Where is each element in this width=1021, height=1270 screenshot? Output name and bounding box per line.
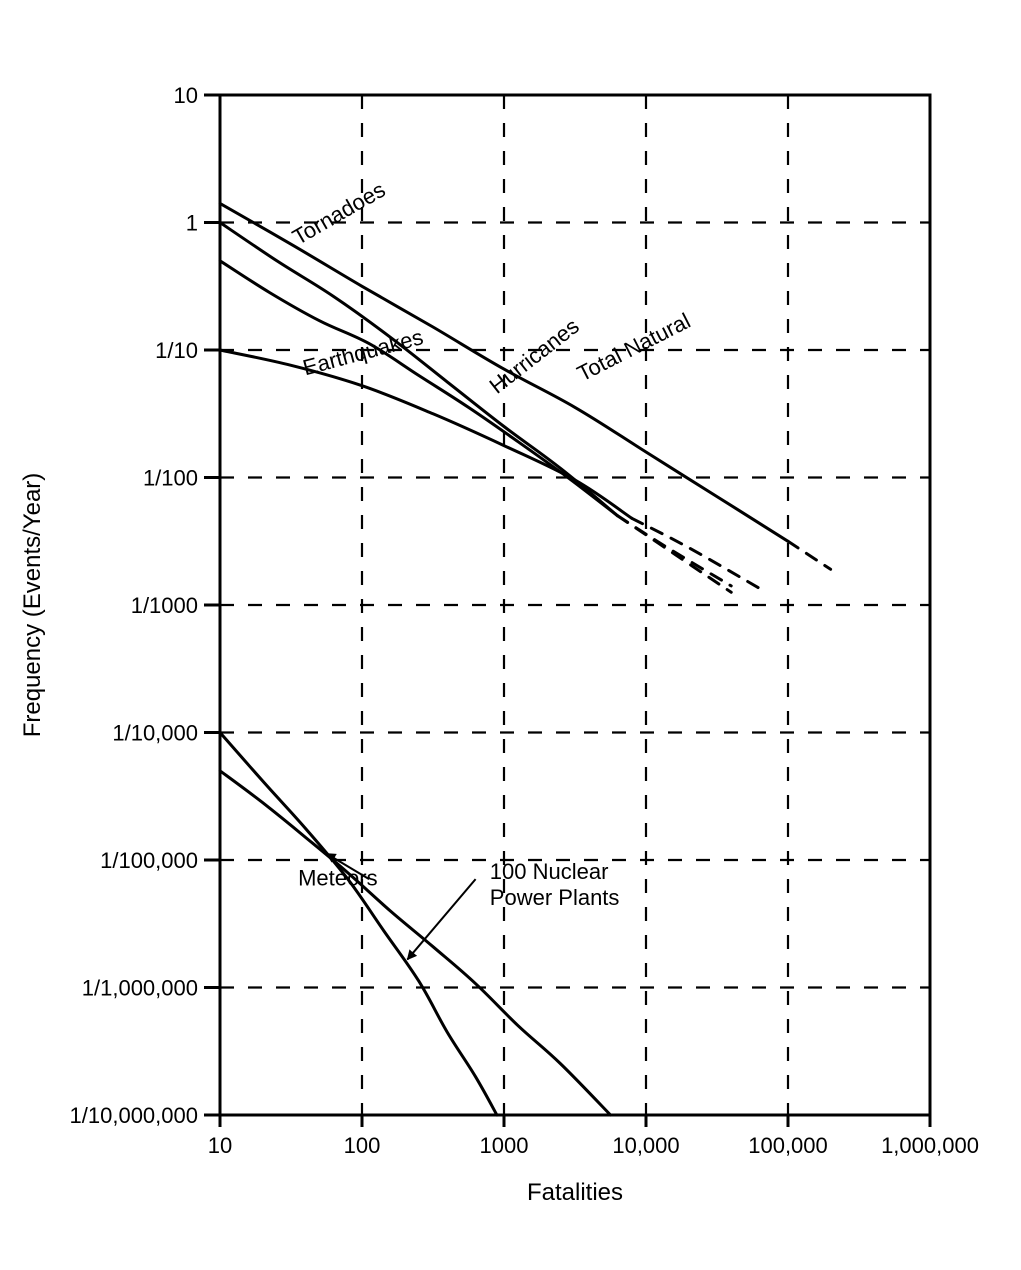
x-tick-label: 10,000 bbox=[612, 1133, 679, 1158]
y-tick-label: 1/100 bbox=[143, 466, 198, 491]
y-tick-label: 1/1,000,000 bbox=[82, 976, 198, 1001]
svg-text:Power Plants: Power Plants bbox=[490, 885, 620, 910]
x-tick-label: 100 bbox=[344, 1133, 381, 1158]
x-tick-label: 1000 bbox=[480, 1133, 529, 1158]
x-tick-label: 10 bbox=[208, 1133, 232, 1158]
x-tick-label: 100,000 bbox=[748, 1133, 828, 1158]
y-tick-label: 1/10,000,000 bbox=[70, 1103, 198, 1128]
y-tick-label: 1/10,000 bbox=[112, 721, 198, 746]
svg-text:100 Nuclear: 100 Nuclear bbox=[490, 859, 609, 884]
series-label-100-nuclear-power-plants: 100 NuclearPower Plants bbox=[490, 859, 620, 910]
y-tick-label: 1/100,000 bbox=[100, 848, 198, 873]
x-axis-title: Fatalities bbox=[527, 1179, 623, 1206]
y-axis-title: Frequency (Events/Year) bbox=[19, 473, 46, 738]
x-tick-label: 1,000,000 bbox=[881, 1133, 979, 1158]
chart-svg: 10 100 1000 10,000 100,000 1,000,000 10 1 1/10 1/… bbox=[0, 0, 1021, 1270]
y-tick-label: 1/10 bbox=[155, 338, 198, 363]
y-tick-label: 10 bbox=[174, 83, 198, 108]
y-tick-label: 1/1000 bbox=[131, 593, 198, 618]
risk-frequency-chart: 10 100 1000 10,000 100,000 1,000,000 10 1 1/10 1/… bbox=[0, 0, 1021, 1270]
y-tick-label: 1 bbox=[186, 211, 198, 236]
